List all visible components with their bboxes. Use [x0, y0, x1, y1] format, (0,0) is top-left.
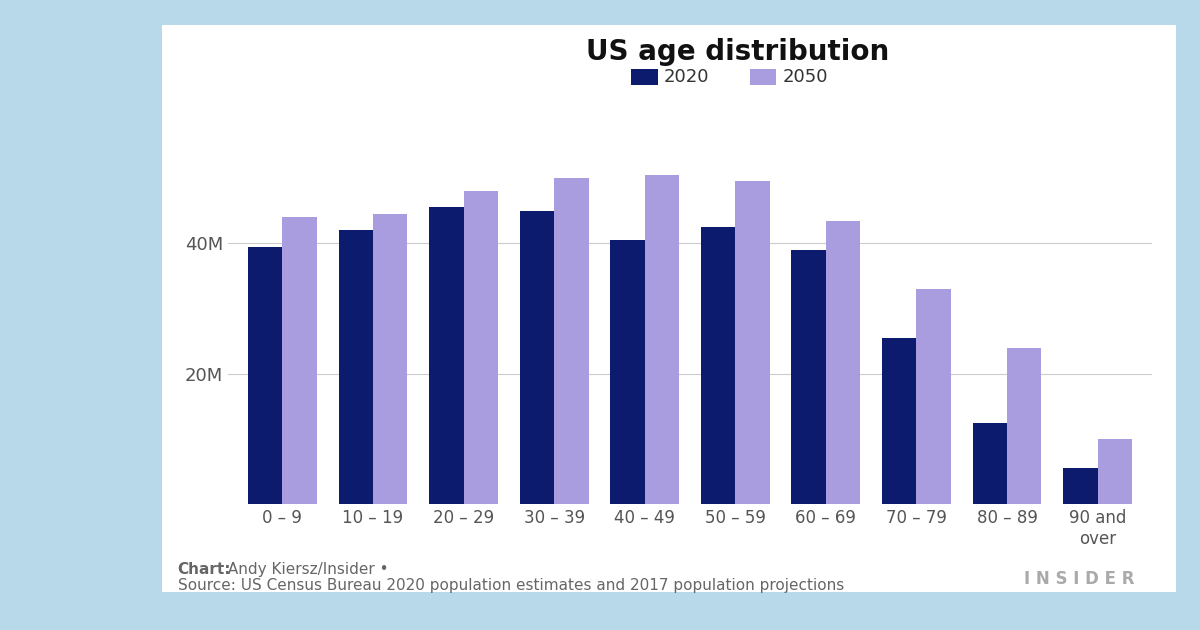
Text: 2020: 2020: [664, 68, 709, 86]
Text: Chart:: Chart:: [178, 562, 232, 577]
Bar: [917, 289, 950, 504]
Bar: [463, 191, 498, 504]
Bar: [826, 220, 860, 504]
Bar: [792, 250, 826, 504]
Bar: [282, 217, 317, 504]
Bar: [1098, 439, 1132, 504]
Bar: [554, 178, 588, 504]
Bar: [520, 210, 554, 504]
Bar: [644, 175, 679, 504]
Text: US age distribution: US age distribution: [587, 38, 889, 66]
Bar: [611, 240, 644, 504]
Bar: [338, 231, 373, 504]
Bar: [248, 246, 282, 504]
Text: Source: US Census Bureau 2020 population estimates and 2017 population projectio: Source: US Census Bureau 2020 population…: [178, 578, 844, 593]
Bar: [736, 181, 769, 504]
Bar: [373, 214, 407, 504]
Text: 2050: 2050: [782, 68, 828, 86]
Bar: [973, 423, 1007, 504]
Bar: [1063, 468, 1098, 504]
Bar: [882, 338, 917, 504]
Bar: [1007, 348, 1042, 504]
Text: I N S I D E R: I N S I D E R: [1024, 570, 1134, 588]
Bar: [430, 207, 463, 504]
Text: Andy Kiersz/Insider •: Andy Kiersz/Insider •: [223, 562, 389, 577]
Bar: [701, 227, 736, 504]
